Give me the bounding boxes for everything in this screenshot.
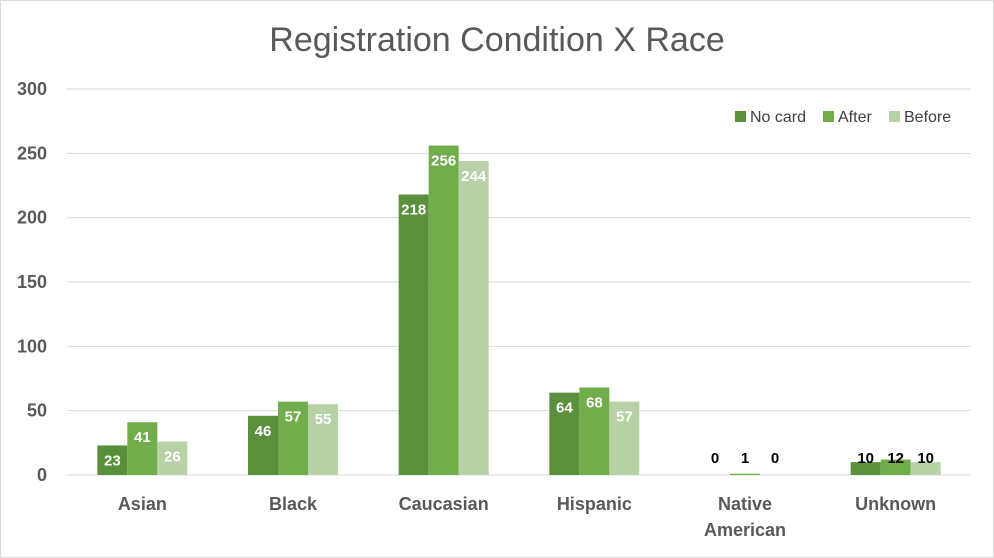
bar [398,194,429,476]
x-axis-ticks: Asian Black Caucasian Hispanic Native America… [118,494,936,540]
y-tick-label: 100 [17,336,47,356]
bars [97,145,941,476]
data-label: 10 [857,450,874,467]
data-label: 23 [104,452,121,469]
data-label: 0 [771,450,779,467]
legend-swatch [889,111,900,122]
x-tick-label: Black [269,494,318,514]
data-label: 218 [401,202,426,219]
bar [308,404,338,475]
legend-swatch [823,111,834,122]
bar [278,401,308,475]
legend-label: After [838,109,872,126]
data-label: 244 [461,168,487,185]
y-tick-label: 200 [17,208,47,228]
x-tick-label: Hispanic [557,494,632,514]
legend-label: No card [750,109,806,126]
data-label: 57 [285,409,302,426]
legend-label: Before [904,109,951,126]
bar [458,161,489,475]
y-tick-label: 50 [27,401,47,421]
legend-swatch [735,111,746,122]
x-tick-label: American [704,520,786,540]
data-label: 41 [134,429,151,446]
data-label: 12 [887,450,904,467]
legend: No card After Before [735,109,951,126]
x-tick-label: Asian [118,494,167,514]
x-tick-label: Unknown [855,494,936,514]
data-label: 10 [917,450,934,467]
bar [910,462,941,475]
data-label: 68 [586,395,603,412]
bar [97,445,128,475]
bar [730,473,760,475]
data-label: 57 [616,409,633,426]
data-label: 0 [711,450,719,467]
y-tick-label: 0 [37,465,47,485]
y-axis-ticks: 0 50 100 150 200 250 300 [17,79,47,485]
y-tick-label: 150 [17,272,47,292]
y-tick-label: 250 [17,143,47,163]
data-label: 1 [741,450,749,467]
data-label: 55 [315,411,332,428]
bar [609,401,640,475]
grid-lines [67,88,971,476]
bar [127,422,158,475]
y-tick-label: 300 [17,79,47,99]
data-label: 64 [556,400,573,417]
bar [850,462,881,475]
x-tick-label: Caucasian [399,494,489,514]
data-label: 46 [255,423,272,440]
bar [880,459,911,475]
bar [579,387,610,475]
data-label: 256 [431,153,456,170]
chart-title: Registration Condition X Race [269,21,724,59]
x-tick-label: Native [718,494,772,514]
bar [549,392,580,475]
bar [428,145,459,475]
bar [248,415,278,475]
data-label: 26 [164,449,181,466]
bar [157,441,188,475]
